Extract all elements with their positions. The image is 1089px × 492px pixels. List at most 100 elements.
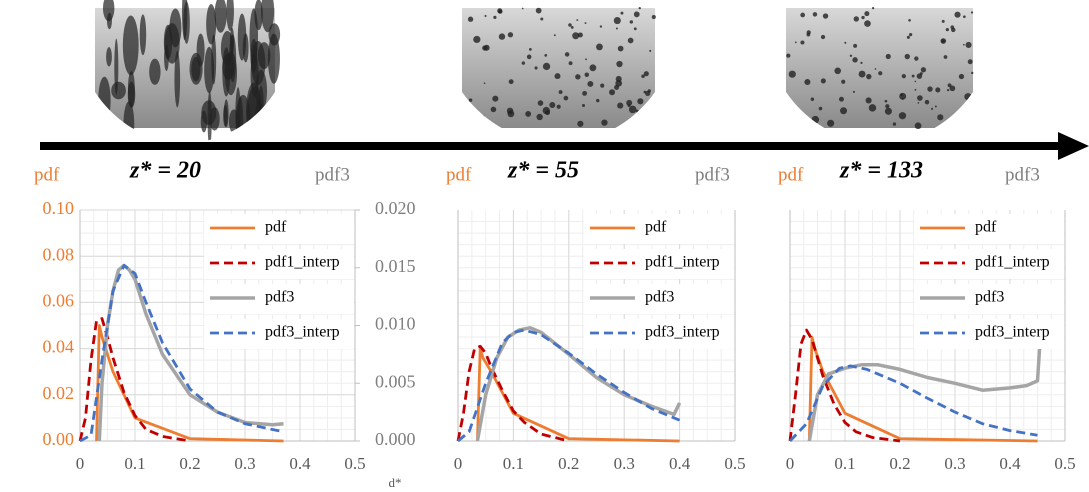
blob [786, 53, 791, 58]
arrow-head [1058, 132, 1089, 160]
blob [962, 43, 965, 46]
legend-label: pdf3_interp [645, 324, 720, 341]
blob [818, 106, 823, 111]
blob [904, 53, 910, 60]
blob [572, 32, 580, 40]
blob [633, 27, 637, 31]
blob [643, 71, 649, 77]
blob [806, 32, 811, 37]
y2-tick-label: 0.020 [375, 198, 416, 218]
blob [898, 112, 907, 120]
photo [785, 6, 974, 130]
x-tick-label: 0.5 [344, 454, 365, 473]
blob [214, 0, 227, 33]
blob [123, 101, 135, 143]
y2-axis-label: pdf3 [315, 164, 350, 185]
blob [940, 38, 947, 44]
blob [127, 70, 135, 108]
blob [865, 97, 872, 104]
x-tick-label: 0.5 [1054, 454, 1075, 473]
photo [91, 0, 281, 143]
blob [635, 109, 639, 113]
blob [462, 125, 466, 129]
blob [840, 107, 848, 115]
y-axis-label: pdf [446, 164, 472, 185]
blob [563, 95, 569, 101]
blob [917, 102, 920, 104]
blob [250, 53, 259, 97]
blob [525, 110, 532, 117]
blob [866, 73, 872, 80]
blob [820, 78, 826, 84]
blob [841, 79, 846, 84]
blob [601, 119, 608, 126]
legend-label: pdf1_interp [975, 254, 1050, 271]
blob [534, 66, 538, 70]
blob [483, 82, 486, 85]
blob [651, 14, 656, 20]
y-tick-label: 0.04 [43, 337, 75, 357]
blob [965, 41, 972, 48]
series-line [456, 344, 570, 443]
legend-label: pdf [265, 219, 287, 236]
blob [849, 54, 853, 57]
blob [943, 55, 948, 59]
blob [641, 74, 645, 78]
blob [507, 110, 515, 118]
y-tick-label: 0.02 [43, 383, 75, 403]
blob [951, 27, 956, 33]
x-tick-label: 0 [454, 454, 463, 473]
blob [542, 62, 551, 71]
blob [906, 35, 910, 39]
chart: 0 0.1 0.2 0.3 0.4 0.5 pdf z* = 133 pdf3 pdf pdf1_i… [778, 158, 1076, 473]
x-tick-label: 0 [786, 454, 795, 473]
blob [189, 52, 203, 85]
y-tick-label: 0.06 [43, 291, 75, 311]
blob [564, 52, 570, 57]
blob [521, 61, 526, 65]
blob [149, 58, 161, 85]
blob [599, 25, 603, 28]
blob [596, 98, 600, 103]
blob [613, 17, 621, 25]
blob [864, 20, 871, 27]
blob [568, 61, 573, 66]
chart: 0 0.1 0.2 0.3 0.4 0.5 0.00 0.02 0.04 0.06 0.08 0.10… [34, 158, 416, 490]
blob [901, 73, 906, 79]
blob [508, 79, 514, 85]
blob [914, 122, 922, 130]
blob [102, 0, 115, 22]
blob [892, 122, 897, 126]
blob [927, 86, 933, 92]
y-tick-label: 0.10 [43, 198, 75, 218]
blob [484, 14, 487, 17]
blob [949, 85, 956, 92]
photo [458, 6, 656, 129]
blob [558, 90, 563, 95]
blob [577, 120, 584, 127]
blob [106, 12, 112, 30]
blob [914, 56, 919, 61]
blob [545, 110, 550, 116]
blob [941, 19, 945, 23]
blob [946, 88, 950, 92]
blob [647, 89, 651, 93]
chart-title: z* = 55 [507, 158, 579, 184]
legend-label: pdf3_interp [265, 324, 340, 341]
blob [554, 73, 561, 80]
blob [467, 16, 474, 22]
blob [954, 11, 961, 18]
blob [791, 123, 796, 129]
blob [644, 121, 647, 124]
x-tick-label: 0.4 [669, 454, 691, 473]
blob [853, 43, 858, 48]
blob [934, 105, 937, 108]
blob [570, 25, 574, 29]
legend-label: pdf1_interp [645, 254, 720, 271]
blob [884, 99, 888, 103]
blob [812, 12, 818, 17]
blob [183, 1, 190, 44]
blob [916, 73, 923, 79]
series-line [78, 317, 191, 443]
